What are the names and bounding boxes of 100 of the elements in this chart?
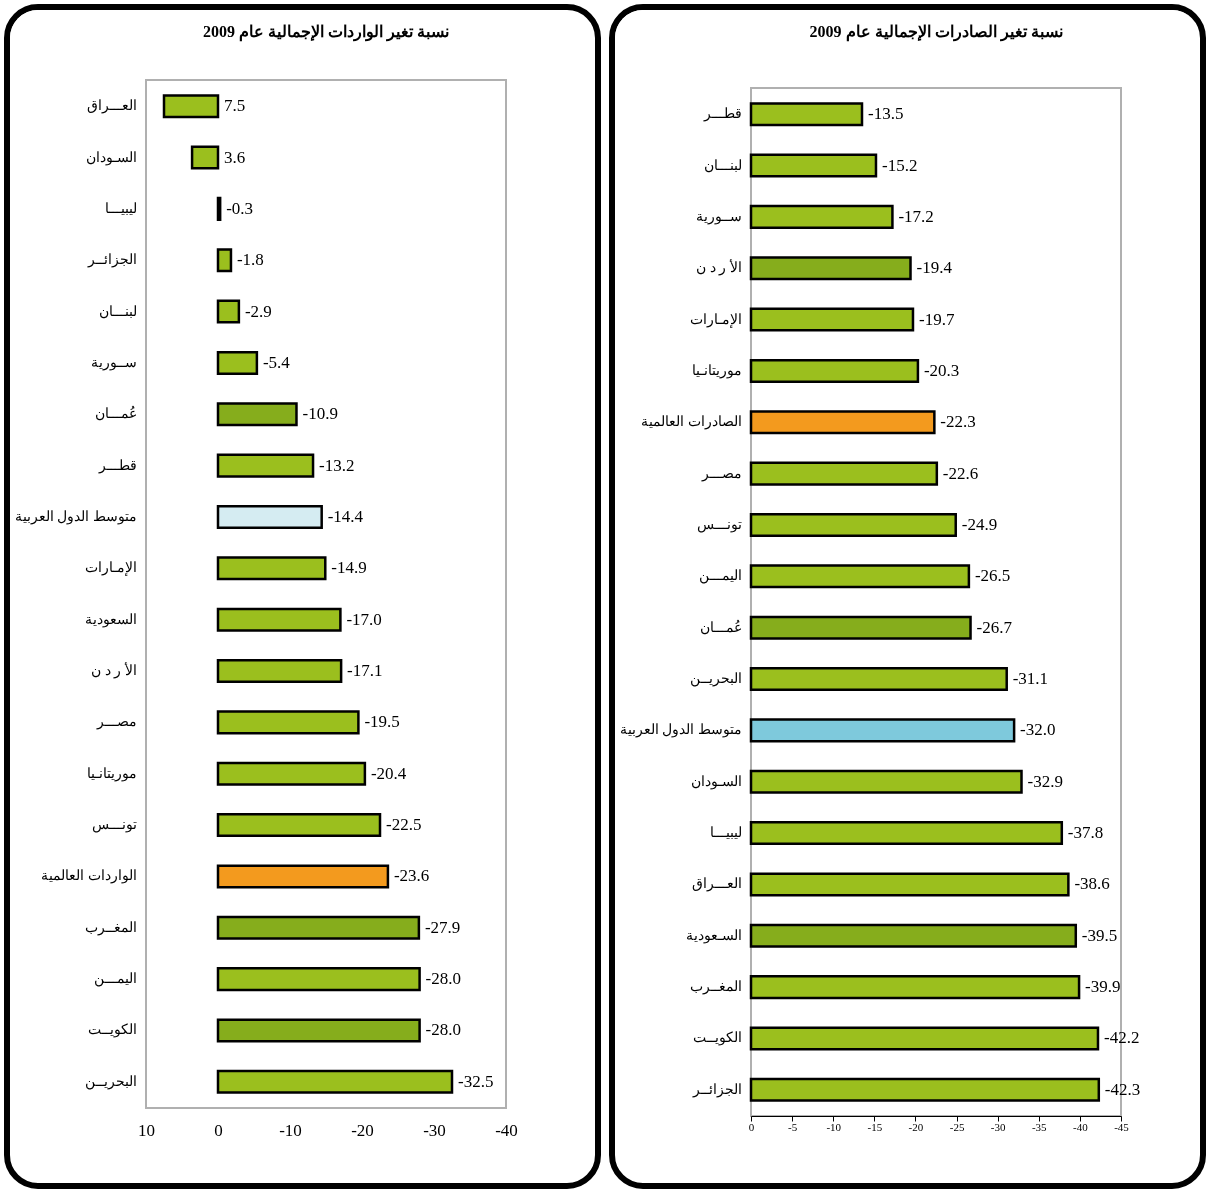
y-tick-label: قطـــر	[702, 106, 742, 123]
bar	[162, 94, 220, 119]
data-label: -32.9	[1027, 771, 1063, 791]
x-tick-label: 0	[748, 1120, 755, 1133]
bar	[216, 761, 367, 786]
y-tick-label: متوسط الدول العربية	[14, 508, 137, 525]
y-tick-label: الكويــت	[692, 1030, 742, 1047]
y-tick-label: البحريــن	[84, 1073, 137, 1090]
y-tick-label: موريتانـيا	[691, 362, 742, 379]
data-label: -0.3	[226, 198, 254, 218]
bar	[190, 145, 220, 170]
data-label: -32.5	[458, 1071, 494, 1091]
x-tick-label: -5	[788, 1120, 798, 1133]
y-tick-label: السعودية	[84, 611, 137, 628]
bar	[216, 1018, 421, 1043]
y-tick-label: السـودان	[690, 773, 742, 790]
data-label: -42.3	[1104, 1079, 1141, 1099]
bar	[216, 658, 343, 684]
y-tick-label: لبنـــان	[703, 157, 742, 173]
bar	[216, 350, 259, 375]
data-label: -19.7	[918, 309, 955, 329]
data-label: -19.5	[364, 712, 400, 732]
x-tick-label: -40	[1073, 1120, 1089, 1133]
chart-title: نسبة تغير الواردات الإجمالية عام 2009	[203, 23, 449, 42]
x-tick-label: -10	[826, 1120, 842, 1133]
y-tick-label: موريتانـيا	[86, 765, 137, 782]
x-tick-label: -20	[351, 1120, 374, 1140]
bar	[216, 453, 315, 478]
x-tick-label: -30	[990, 1120, 1006, 1133]
bar	[216, 915, 421, 940]
y-tick-label: اليمـــن	[698, 568, 742, 585]
y-tick-label: قطـــر	[97, 457, 137, 474]
data-label: -2.9	[244, 301, 272, 321]
y-tick-label: الصادرات العالمية	[641, 414, 742, 431]
x-tick-label: -25	[949, 1120, 965, 1133]
data-label: -28.0	[425, 969, 462, 989]
bar	[216, 967, 421, 992]
bar	[216, 1069, 454, 1094]
data-label: -42.2	[1103, 1028, 1140, 1048]
y-tick-label: تونـــس	[696, 516, 742, 533]
data-label: -5.4	[262, 352, 291, 372]
data-label: -14.9	[331, 558, 367, 578]
y-tick-label: الأ ر د ن	[91, 661, 137, 680]
y-tick-label: الإمـارات	[84, 560, 137, 577]
data-label: -31.1	[1012, 669, 1049, 689]
x-tick-label: -45	[1114, 1120, 1130, 1133]
y-tick-label: مصـــر	[95, 714, 137, 731]
y-tick-label: الجزائــر	[691, 1081, 742, 1098]
data-label: -1.8	[236, 250, 264, 270]
data-label: -39.9	[1085, 977, 1121, 997]
y-tick-label: العـــراق	[691, 876, 742, 893]
data-label: -14.4	[327, 506, 364, 526]
data-label: -22.5	[386, 815, 422, 835]
y-tick-label: المغــرب	[84, 919, 137, 936]
y-tick-label: تونـــس	[91, 817, 137, 834]
x-tick-label: -10	[279, 1120, 302, 1140]
data-label: -27.9	[424, 917, 461, 937]
bar	[216, 402, 298, 427]
data-label: -17.2	[898, 206, 934, 226]
y-tick-label: ليبيـــا	[709, 825, 742, 841]
y-tick-label: البحريــن	[689, 671, 742, 688]
y-tick-label: المغــرب	[689, 979, 742, 996]
y-tick-label: الأ ر د ن	[696, 258, 742, 277]
x-tick-label: -15	[867, 1120, 883, 1133]
bar	[216, 710, 360, 735]
data-label: 7.5	[224, 96, 246, 116]
bar	[216, 248, 233, 273]
data-label: -24.9	[961, 514, 998, 534]
bar	[216, 504, 323, 530]
data-label: -13.2	[319, 455, 355, 475]
y-tick-label: السـودان	[85, 149, 137, 166]
y-tick-label: الكويــت	[87, 1022, 137, 1039]
bar	[216, 556, 327, 581]
data-label: -26.7	[976, 617, 1013, 637]
x-tick-label: -20	[908, 1120, 924, 1133]
data-label: -19.4	[916, 258, 953, 278]
x-tick-label: -35	[1031, 1120, 1048, 1133]
y-tick-label: العـــراق	[86, 98, 137, 115]
bar	[216, 864, 390, 889]
data-label: -39.5	[1081, 925, 1118, 945]
data-label: -28.0	[425, 1020, 462, 1040]
y-tick-label: ليبيـــا	[104, 200, 137, 216]
x-tick-label: -30	[423, 1120, 446, 1140]
data-label: -37.8	[1067, 823, 1104, 843]
bar	[216, 813, 382, 838]
y-tick-label: لبنـــان	[98, 303, 137, 319]
y-tick-label: مصـــر	[700, 465, 742, 482]
y-tick-label: السـعودية	[685, 927, 742, 944]
x-tick-label: 10	[138, 1120, 155, 1140]
y-tick-label: متوسط الدول العربية	[619, 722, 742, 739]
bar	[216, 299, 241, 324]
bar	[216, 196, 222, 221]
y-tick-label: الجزائــر	[86, 252, 137, 269]
data-label: -17.0	[346, 609, 382, 629]
bar	[216, 607, 342, 632]
data-label: -13.5	[868, 104, 904, 124]
data-label: -17.1	[347, 661, 383, 681]
y-tick-label: عُمـــان	[94, 405, 137, 422]
data-label: -22.6	[942, 463, 979, 483]
data-label: -15.2	[881, 155, 918, 175]
